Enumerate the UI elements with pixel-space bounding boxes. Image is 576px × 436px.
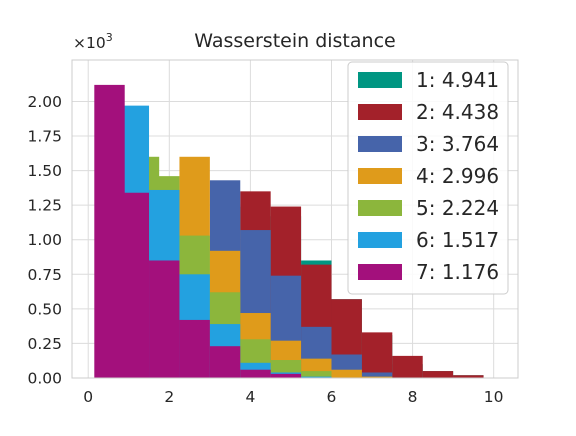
series-4-bar-5	[331, 370, 361, 378]
chart-title: Wasserstein distance	[194, 30, 395, 52]
legend-swatch-4	[358, 168, 402, 184]
y-tick-label-5: 1.25	[27, 197, 62, 215]
y-tick-label-3: 0.75	[27, 266, 62, 284]
x-tick-label-0: 0	[83, 388, 93, 406]
legend-swatch-5	[358, 200, 402, 216]
legend-label-2: 2: 4.438	[416, 100, 499, 124]
y-tick-label-8: 2.00	[27, 93, 62, 111]
y-tick-label-2: 0.50	[27, 300, 62, 318]
y-tick-label-1: 0.25	[27, 335, 62, 353]
series-7-bar-2	[149, 260, 179, 378]
series-7-bar-3	[179, 320, 209, 378]
legend-swatch-7	[358, 264, 402, 280]
x-tick-label-2: 4	[245, 388, 255, 406]
legend-label-3: 3: 3.764	[416, 132, 499, 156]
legend-swatch-3	[358, 136, 402, 152]
legend: 1: 4.941 2: 4.438 3: 3.764 4: 2.996 5: 2.224…	[348, 62, 508, 294]
series-2-bar-9	[423, 371, 453, 378]
x-tick-label-5: 10	[484, 388, 504, 406]
y-tick-label-7: 1.75	[27, 128, 62, 146]
y-tick-label-4: 1.00	[27, 231, 62, 249]
y-scale-label: ×103	[73, 31, 113, 52]
series-7-bar-1	[119, 193, 149, 378]
legend-label-1: 1: 4.941	[416, 68, 499, 92]
legend-label-6: 6: 1.517	[416, 228, 499, 252]
legend-label-5: 5: 2.224	[416, 196, 499, 220]
x-tick-label-4: 8	[408, 388, 418, 406]
legend-swatch-6	[358, 232, 402, 248]
series-2-bar-8	[392, 356, 422, 378]
x-tick-label-1: 2	[164, 388, 174, 406]
legend-label-4: 4: 2.996	[416, 164, 499, 188]
series-7-bar-6	[271, 374, 301, 378]
y-scale-exponent: 3	[106, 31, 113, 44]
y-tick-label-0: 0.00	[27, 370, 62, 388]
y-scale-base: ×10	[73, 34, 106, 52]
series-7-bar-5	[240, 370, 270, 378]
legend-label-7: 7: 1.176	[416, 260, 499, 284]
series-7-bar-4	[210, 346, 240, 378]
series-2-bar-7	[362, 332, 392, 378]
y-tick-label-6: 1.50	[27, 162, 62, 180]
legend-swatch-1	[358, 72, 402, 88]
x-tick-label-3: 6	[327, 388, 337, 406]
legend-swatch-2	[358, 104, 402, 120]
